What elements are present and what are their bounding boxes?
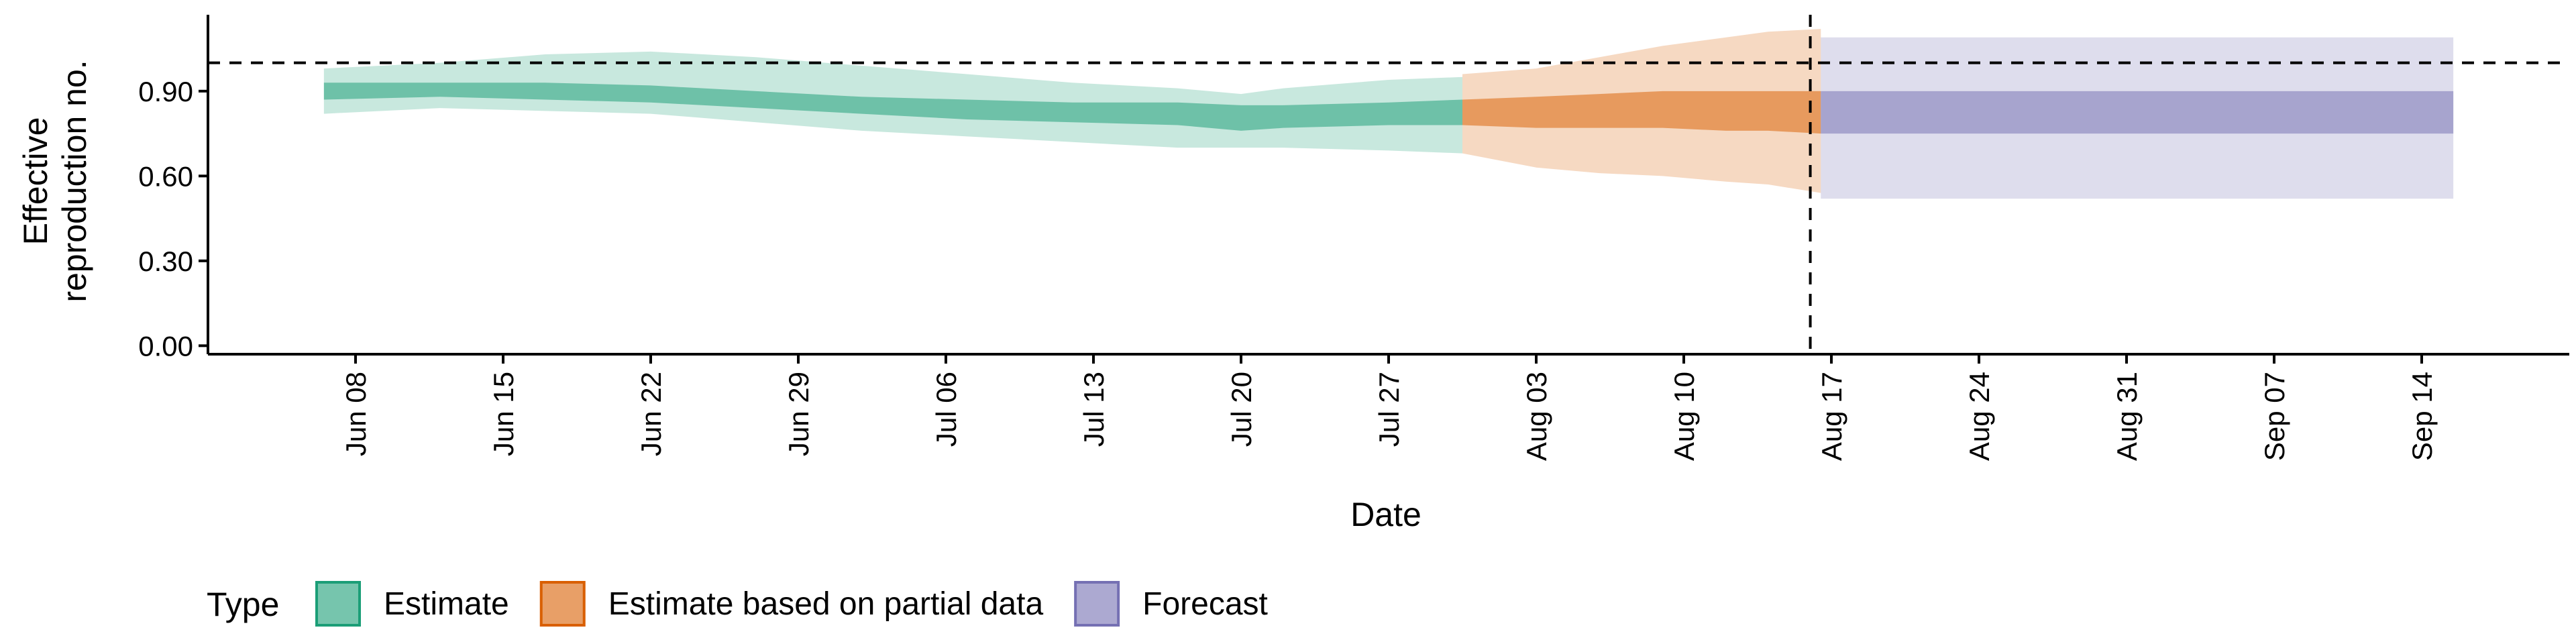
x-tick-label: Aug 31 [2111,372,2143,461]
y-axis-label-line-2: reproduction no. [56,60,93,302]
y-tick-label: 0.90 [138,76,193,107]
axes: 0.00 0.30 0.60 0.90 Jun 08 Jun 15 Jun 22 Jun 29… [138,15,2569,461]
y-axis-label-line-1: Effective [17,117,54,246]
x-tick-label: Sep 07 [2259,372,2290,461]
legend-swatch-forecast [1074,581,1120,627]
x-tick-label: Jun 22 [635,372,667,456]
y-tick-label: 0.30 [138,246,193,277]
x-tick-label: Aug 03 [1521,372,1552,461]
estimate-inner-band [323,83,1462,131]
x-tick-label: Jul 06 [930,372,962,447]
estimate-based-on-partial-data-inner-band [1462,91,1821,134]
ribbon-layer [323,29,2454,199]
reference-lines [208,15,2569,354]
x-tick-label: Aug 10 [1668,372,1700,461]
legend-label-forecast: Forecast [1142,586,1268,622]
legend-label-estimate: Estimate [384,586,509,622]
x-tick-label: Jun 15 [488,372,519,456]
x-tick-label: Jul 13 [1078,372,1110,447]
legend: Type Estimate Estimate based on partial d… [207,581,1268,627]
x-axis-label: Date [1350,496,1421,533]
y-tick-label: 0.60 [138,160,193,192]
x-tick-label: Jul 27 [1373,372,1405,447]
legend-title: Type [207,586,279,623]
x-tick-label: Jun 08 [340,372,372,456]
y-axis-label: Effective reproduction no. [17,60,93,302]
y-tick-label: 0.00 [138,330,193,362]
legend-swatch-estimate-based-on-partial-data [539,581,586,627]
x-tick-label: Jul 20 [1226,372,1257,447]
x-tick-label: Aug 17 [1816,372,1847,461]
x-tick-label: Sep 14 [2406,372,2438,461]
legend-label-estimate-based-on-partial-data: Estimate based on partial data [608,586,1044,622]
x-tick-label: Aug 24 [1964,372,1995,461]
x-tick-label: Jun 29 [783,372,814,456]
forecast-inner-band [1821,91,2454,134]
legend-swatch-estimate [315,581,361,627]
